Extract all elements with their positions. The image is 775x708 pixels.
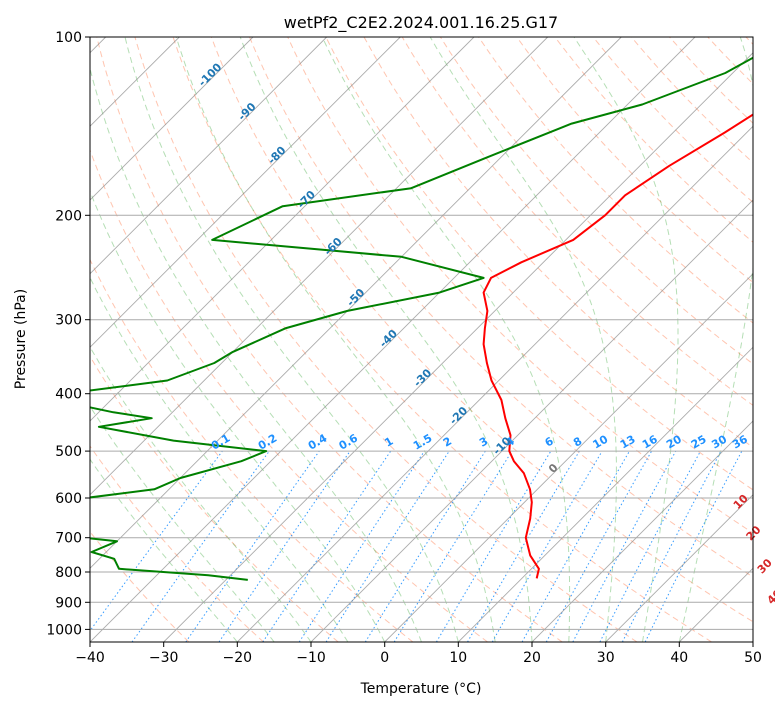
isotherm-line	[679, 37, 775, 642]
y-tick-label: 500	[55, 444, 82, 460]
mixing-ratio-label: 16	[640, 432, 660, 451]
mixing-ratio-label: 13	[618, 433, 638, 452]
x-tick-label: 10	[449, 650, 467, 666]
dry-adiabat	[20, 37, 413, 642]
dry-adiabat	[440, 37, 775, 642]
x-tick-label: −20	[223, 650, 253, 666]
mixing-ratio-label: 10	[590, 432, 610, 451]
mixing-ratio-label: 36	[730, 432, 750, 451]
isotherm-label: -90	[235, 100, 258, 123]
mixing-ratio-label: 0.1	[209, 432, 232, 453]
dry-adiabat	[670, 37, 775, 642]
dry-adiabat	[593, 37, 775, 642]
mixing-ratio-label: 1.5	[411, 432, 434, 453]
mixing-ratio-label: 30	[709, 432, 729, 451]
isotherm-line	[0, 37, 253, 642]
mixing-ratio-line	[326, 451, 449, 642]
theta-e-label: 20	[744, 523, 764, 543]
theta-e-label: 10	[731, 492, 751, 512]
y-tick-label: 900	[55, 595, 82, 611]
isotherm-label: -70	[295, 188, 318, 211]
x-tick-label: −30	[149, 650, 179, 666]
isotherm-label: -60	[322, 235, 345, 258]
mixing-ratio-line	[600, 451, 701, 642]
isotherm-label: -50	[344, 286, 367, 309]
mixing-ratio-line	[219, 451, 350, 642]
y-axis-label: Pressure (hPa)	[13, 289, 29, 389]
mixing-ratio-label: 3	[477, 435, 490, 450]
isotherm-line	[0, 37, 474, 642]
isotherm-line	[237, 37, 775, 642]
mixing-ratio-line	[263, 451, 391, 642]
mixing-ratio-line	[365, 451, 485, 642]
y-tick-label: 600	[55, 491, 82, 507]
dry-adiabat	[0, 37, 264, 642]
moist-adiabat	[0, 37, 274, 642]
isotherm-label: -20	[447, 404, 470, 427]
x-tick-label: 20	[523, 650, 541, 666]
moist-adiabat	[679, 37, 760, 642]
temperature-line	[484, 37, 775, 578]
dry-adiabat	[0, 37, 338, 642]
plot-frame	[90, 37, 753, 642]
mixing-ratio-line	[522, 451, 629, 642]
chart-title: wetPf2_C2E2.2024.001.16.25.G17	[284, 13, 558, 33]
moist-adiabat	[322, 37, 569, 642]
isotherm-label: -100	[196, 60, 225, 89]
dry-adiabat	[555, 37, 775, 642]
x-tick-label: 40	[670, 650, 688, 666]
isotherm-line	[458, 37, 775, 642]
moist-adiabat	[0, 37, 311, 642]
mixing-ratio-label: 8	[571, 435, 584, 450]
y-tick-label: 1000	[46, 622, 82, 638]
y-tick-label: 800	[55, 565, 82, 581]
moist-adiabat	[17, 37, 348, 642]
x-tick-label: −40	[75, 650, 105, 666]
moist-adiabat	[0, 37, 237, 642]
theta-e-label: 40	[765, 587, 775, 607]
isotherm-label: -80	[265, 144, 288, 167]
moist-adiabat	[176, 37, 495, 642]
x-tick-label: 0	[380, 650, 389, 666]
y-tick-label: 100	[55, 30, 82, 46]
x-tick-label: −10	[296, 650, 326, 666]
mixing-ratio-label: 25	[689, 433, 709, 452]
isotherm-line	[0, 37, 400, 642]
mixing-ratio-line	[436, 451, 551, 642]
dry-adiabat	[288, 37, 775, 642]
mixing-ratio-label: 1	[382, 435, 395, 450]
isotherm-line	[0, 37, 548, 642]
mixing-ratio-label: 20	[664, 432, 684, 451]
isotherm-line	[753, 37, 775, 642]
theta-e-label: 30	[755, 556, 775, 576]
isotherm-line	[0, 37, 327, 642]
dry-adiabat	[517, 37, 775, 642]
y-tick-label: 700	[55, 531, 82, 547]
isotherm-label: -40	[377, 327, 400, 350]
y-tick-label: 200	[55, 208, 82, 224]
isotherm-line	[16, 37, 621, 642]
mixing-ratio-label: 0.4	[306, 431, 330, 452]
mixing-ratio-line	[299, 451, 424, 642]
y-tick-label: 400	[55, 387, 82, 403]
mixing-ratio-line	[468, 451, 580, 642]
x-axis-label: Temperature (°C)	[360, 681, 482, 697]
moist-adiabat	[125, 37, 458, 642]
x-tick-label: 50	[744, 650, 762, 666]
y-tick-label: 300	[55, 313, 82, 329]
isotherm-label: -30	[411, 366, 434, 389]
dry-adiabat	[59, 37, 488, 642]
dry-adiabat	[708, 37, 775, 642]
dry-adiabat	[746, 37, 775, 642]
x-tick-label: 30	[597, 650, 615, 666]
mixing-ratio-line	[573, 451, 676, 642]
isotherm-line	[385, 37, 775, 642]
